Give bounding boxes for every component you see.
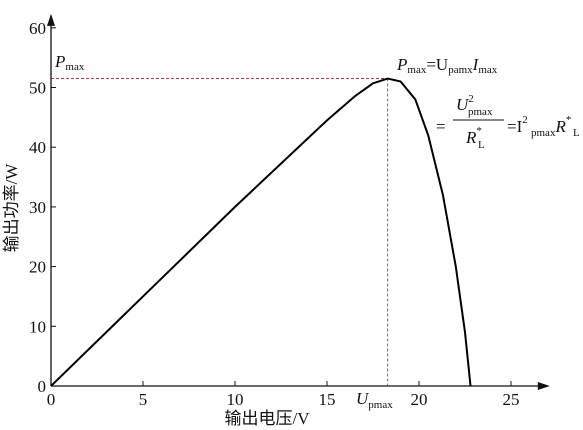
x-tick-label: 20 [411, 390, 428, 409]
umax-label: Upmax [356, 389, 393, 411]
x-tick-label: 5 [139, 390, 148, 409]
x-tick-label: 25 [503, 390, 520, 409]
x-tick-label: 0 [47, 390, 56, 409]
numerator: U2 pmax [456, 93, 493, 118]
formula-line1: Pmax=UpamxImax [396, 55, 498, 76]
y-tick-label: 20 [29, 258, 46, 277]
x-arrow [537, 382, 550, 390]
x-tick-label: 15 [319, 390, 336, 409]
y-arrow [47, 13, 55, 26]
y-tick-label: 50 [29, 79, 46, 98]
pv-curve [50, 77, 472, 387]
x-tick-label: 10 [227, 390, 244, 409]
denominator: R* L [465, 125, 485, 151]
equals: = [436, 117, 446, 136]
x-axis-label: 输出电压/V [225, 409, 311, 428]
formula-line2: = U2 pmax R* L =I2pmaxR*L [436, 93, 580, 151]
pmax-label: Pmax [54, 52, 85, 73]
y-tick-label: 40 [29, 138, 46, 157]
formula-rhs: =I2pmaxR*L [507, 114, 580, 139]
y-tick-label: 0 [38, 377, 47, 396]
y-tick-label: 30 [29, 198, 46, 217]
y-tick-label: 10 [29, 317, 46, 336]
y-tick-label: 60 [29, 19, 46, 38]
y-axis-label: 输出功率/W [2, 163, 21, 253]
